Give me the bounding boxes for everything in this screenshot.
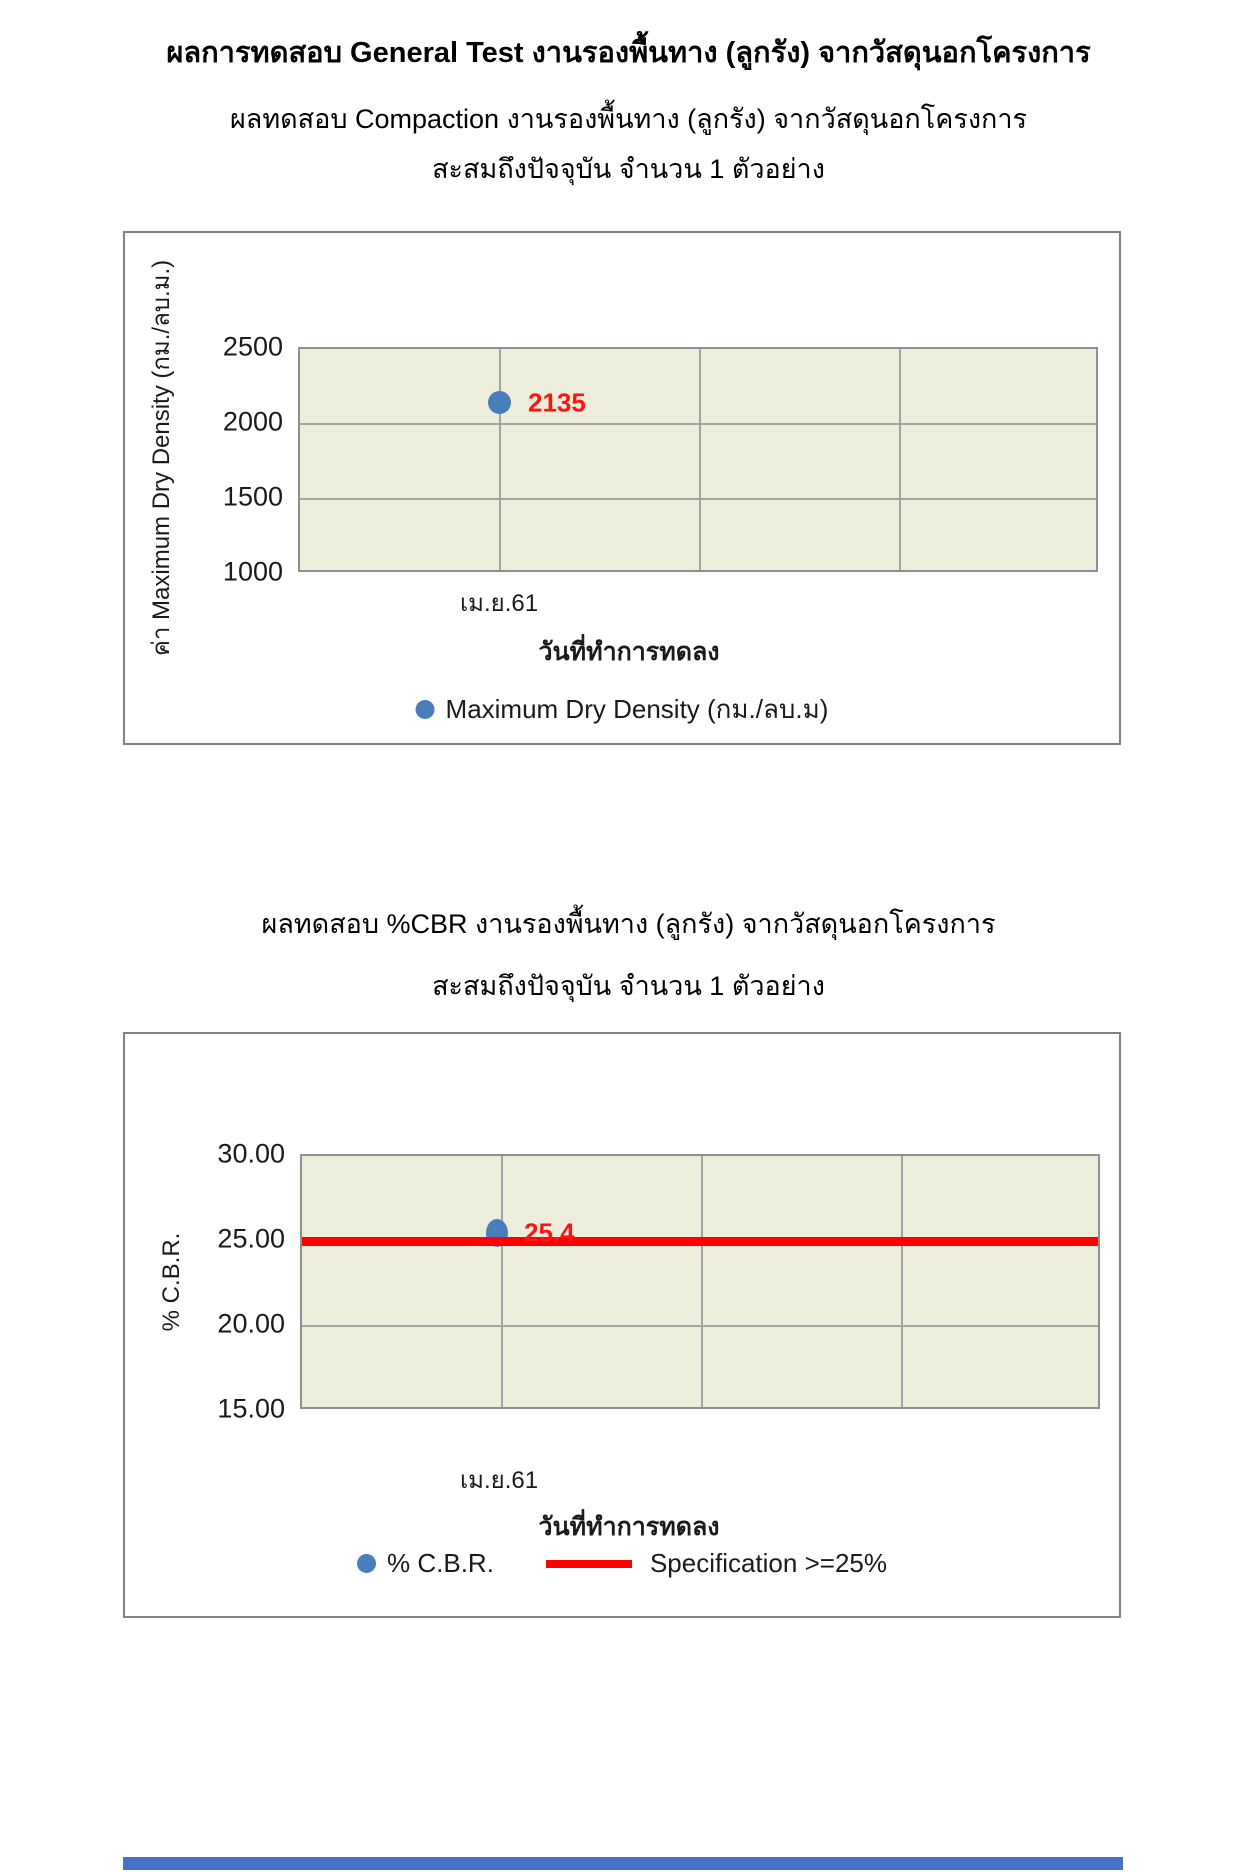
chart1-ytick-1000: 1000 <box>222 556 283 587</box>
compaction-subtitle: ผลทดสอบ Compaction งานรองพื้นทาง (ลูกรัง… <box>229 104 1028 134</box>
chart1-data-point-marker <box>488 391 511 414</box>
legend-marker-icon <box>415 700 435 719</box>
footer-bar <box>123 1857 1123 1870</box>
chart1-legend-label: Maximum Dry Density (กม./ลบ.ม) <box>445 694 829 724</box>
chart2-ytick-25: 25.00 <box>217 1223 285 1254</box>
chart2-legend: % C.B.R. Specification >=25% <box>357 1548 887 1579</box>
gridline <box>699 349 701 570</box>
chart2-ytick-15: 15.00 <box>217 1393 285 1424</box>
chart1-ytick-2000: 2000 <box>222 406 283 437</box>
chart2-ytick-30: 30.00 <box>217 1138 285 1169</box>
chart1-data-label: 2135 <box>528 387 586 418</box>
chart1-plot-area: 2135 <box>298 347 1098 572</box>
gridline <box>501 1156 503 1407</box>
cbr-section-title: ผลทดสอบ %CBR งานรองพื้นทาง (ลูกรัง) จากว… <box>261 909 996 939</box>
chart1-y-axis-title: ค่า Maximum Dry Density (กม./ลบ.ม.) <box>148 259 175 657</box>
sample-count-line: สะสมถึงปัจจุบัน จำนวน 1 ตัวอย่าง <box>432 154 825 184</box>
gridline <box>302 1325 1098 1327</box>
chart2-ytick-20: 20.00 <box>217 1308 285 1339</box>
legend-spec-line-icon <box>545 1559 632 1568</box>
page-title: ผลการทดสอบ General Test งานรองพื้นทาง (ล… <box>166 37 1091 69</box>
chart1-xtick: เม.ย.61 <box>459 590 539 617</box>
chart2-legend-series-label: % C.B.R. <box>387 1548 494 1578</box>
gridline <box>499 349 501 570</box>
chart2-y-axis-title: % C.B.R. <box>158 1232 185 1332</box>
chart2-x-axis-title: วันที่ทำการทดลง <box>538 1513 720 1541</box>
gridline <box>300 498 1096 500</box>
chart2-legend-spec-label: Specification >=25% <box>649 1548 887 1578</box>
compaction-chart-frame: ค่า Maximum Dry Density (กม./ลบ.ม.) 2500… <box>123 231 1121 745</box>
gridline <box>899 349 901 570</box>
chart2-data-label: 25.4 <box>524 1217 575 1248</box>
chart2-xtick: เม.ย.61 <box>459 1467 539 1494</box>
chart2-plot-area: 25.4 <box>300 1154 1100 1409</box>
cbr-chart-frame: % C.B.R. 30.00 25.00 20.00 15.00 25.4 เม… <box>123 1032 1121 1618</box>
gridline <box>901 1156 903 1407</box>
chart1-ytick-1500: 1500 <box>222 481 283 512</box>
gridline <box>300 423 1096 425</box>
legend-marker-icon <box>357 1554 377 1573</box>
gridline <box>701 1156 703 1407</box>
chart2-specification-line <box>302 1237 1098 1246</box>
chart1-legend: Maximum Dry Density (กม./ลบ.ม) <box>415 689 829 730</box>
chart1-x-axis-title: วันที่ทำการทดลง <box>538 638 720 666</box>
cbr-sample-count-line: สะสมถึงปัจจุบัน จำนวน 1 ตัวอย่าง <box>432 971 825 1001</box>
chart1-ytick-2500: 2500 <box>222 331 283 362</box>
